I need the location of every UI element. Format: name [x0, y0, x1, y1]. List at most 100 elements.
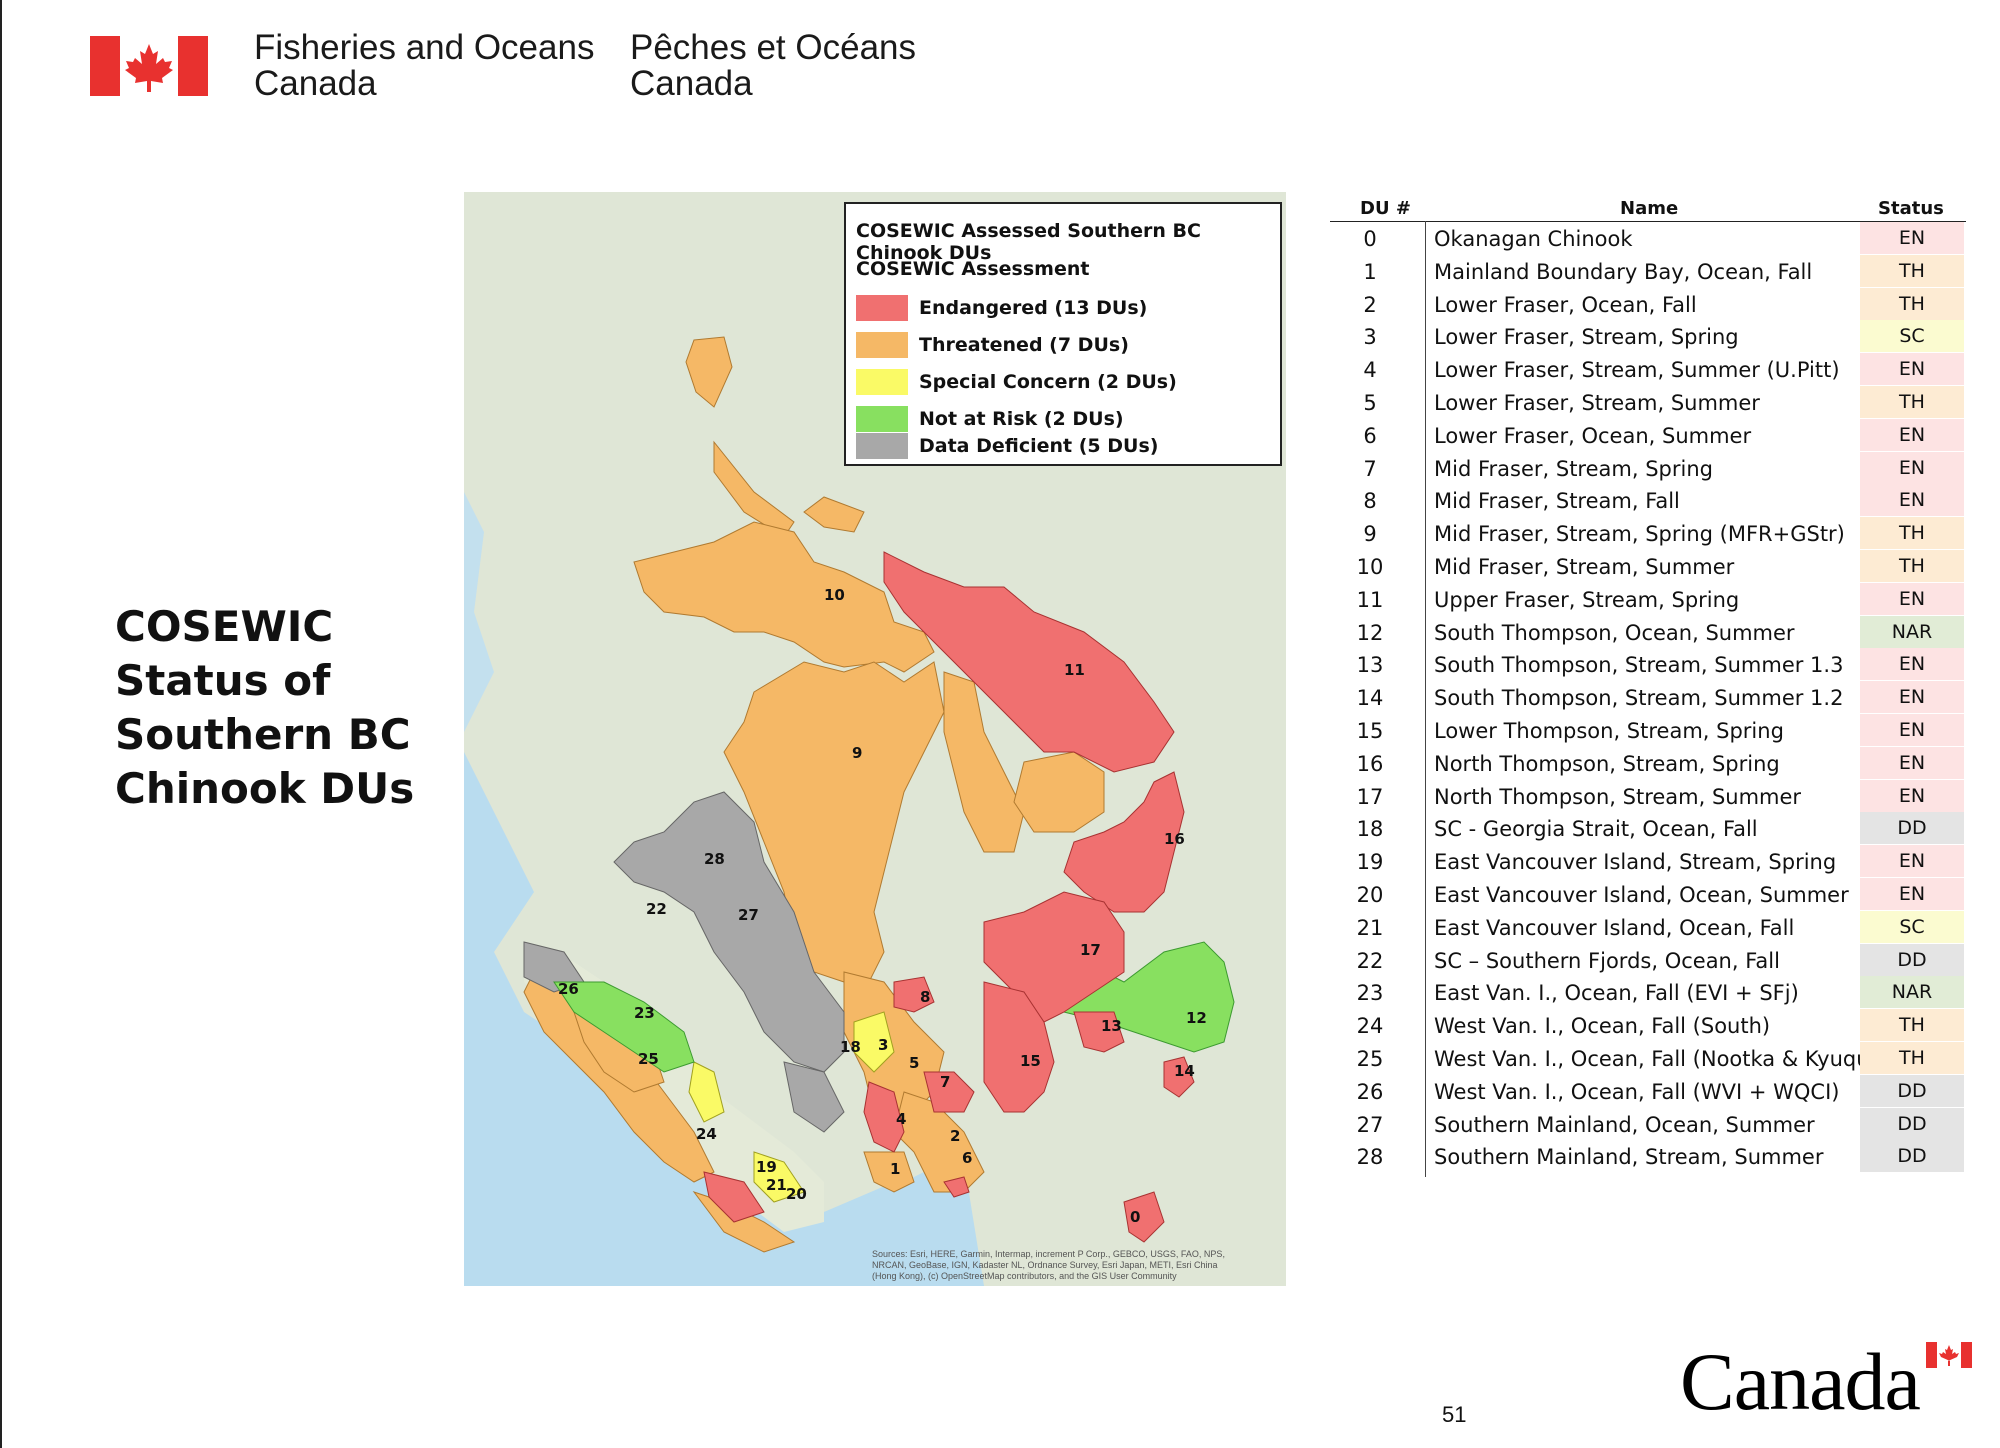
table-row: 14 South Thompson, Stream, Summer 1.2 EN — [1330, 681, 1966, 714]
table-row: 2 Lower Fraser, Ocean, Fall TH — [1330, 287, 1966, 321]
table-row: 6 Lower Fraser, Ocean, Summer EN — [1330, 418, 1966, 452]
du-polygon-11 — [883, 551, 1175, 773]
du-number-cell: 25 — [1356, 1046, 1384, 1071]
table-row: 3 Lower Fraser, Stream, Spring SC — [1330, 320, 1966, 353]
du-status-cell: EN — [1860, 648, 1964, 681]
du-name-cell: Okanagan Chinook — [1434, 227, 1633, 251]
du-name-cell: Upper Fraser, Stream, Spring — [1434, 587, 1740, 612]
du-name-cell: Lower Fraser, Ocean, Fall — [1434, 292, 1697, 317]
du-label-layer: 10 11 9 16 28 22 27 17 26 23 8 18 3 5 13… — [558, 586, 1207, 1226]
header-name: Name — [1620, 198, 1679, 219]
du-number-cell: 22 — [1356, 948, 1384, 973]
du-label: 6 — [962, 1149, 972, 1167]
du-label: 17 — [1080, 941, 1101, 959]
du-label: 23 — [634, 1004, 655, 1022]
du-polygon-north — [685, 336, 733, 408]
du-status-cell: DD — [1860, 1074, 1964, 1107]
ocean-area — [464, 752, 984, 1286]
du-name-cell: Mid Fraser, Stream, Fall — [1434, 489, 1680, 514]
du-label: 16 — [1164, 830, 1185, 848]
du-name-cell: South Thompson, Stream, Summer 1.3 — [1434, 653, 1844, 678]
du-polygon-17 — [983, 891, 1125, 1023]
du-name-cell: Lower Fraser, Stream, Summer — [1434, 390, 1760, 415]
du-polygon-9b — [943, 671, 1025, 853]
legend-item-not-at-risk: Not at Risk (2 DUs) — [856, 405, 1124, 433]
du-polygon-7 — [923, 1071, 975, 1113]
du-label: 24 — [696, 1125, 717, 1143]
table-row: 18 SC - Georgia Strait, Ocean, Fall DD — [1330, 812, 1966, 845]
header-status: Status — [1878, 198, 1944, 219]
du-status-cell: SC — [1860, 910, 1964, 943]
du-polygon-14 — [1163, 1056, 1195, 1098]
du-label: 10 — [824, 586, 845, 604]
du-status-cell: EN — [1860, 484, 1964, 517]
du-number-cell: 27 — [1356, 1112, 1384, 1137]
column-separator — [1425, 221, 1426, 1177]
du-status-cell: NAR — [1860, 976, 1964, 1009]
table-row: 5 Lower Fraser, Stream, Summer TH — [1330, 385, 1966, 419]
table-row: 16 North Thompson, Stream, Spring EN — [1330, 746, 1966, 780]
du-polygon-19-20 — [703, 1171, 765, 1223]
du-name-cell: Mid Fraser, Stream, Summer — [1434, 554, 1735, 579]
du-label: 12 — [1186, 1009, 1207, 1027]
du-label: 0 — [1130, 1208, 1140, 1226]
table-body: 0 Okanagan Chinook EN 1 Mainland Boundary Ba… — [1330, 222, 1966, 1173]
du-polygon-10 — [633, 521, 935, 673]
du-name-cell: East Vancouver Island, Ocean, Summer — [1434, 882, 1849, 907]
slide-title: COSEWIC Status of Southern BC Chinook DU… — [115, 602, 415, 813]
du-label: 11 — [1064, 661, 1085, 679]
du-label: 20 — [786, 1185, 807, 1203]
du-status-cell: EN — [1860, 713, 1964, 746]
legend-subtitle: COSEWIC Assessment — [856, 258, 1090, 280]
du-label: 26 — [558, 980, 579, 998]
legend-swatch — [856, 332, 908, 358]
header-du-number: DU # — [1360, 198, 1411, 219]
du-number-cell: 14 — [1356, 686, 1384, 711]
du-label: 4 — [896, 1110, 906, 1128]
du-status-cell: EN — [1860, 746, 1964, 779]
du-number-cell: 2 — [1363, 292, 1377, 317]
du-label: 7 — [940, 1073, 950, 1091]
table-row: 27 Southern Mainland, Ocean, Summer DD — [1330, 1107, 1966, 1141]
wordmark-text: Canada — [1680, 1336, 1921, 1427]
department-name-english: Fisheries and Oceans Canada — [254, 28, 595, 103]
du-name-cell: Southern Mainland, Stream, Summer — [1434, 1145, 1824, 1170]
du-status-cell: TH — [1860, 385, 1964, 418]
table-header: DU # Name Status — [1330, 195, 1966, 221]
legend-swatch — [856, 406, 908, 432]
table-row: 15 Lower Thompson, Stream, Spring EN — [1330, 713, 1966, 747]
table-row: 22 SC – Southern Fjords, Ocean, Fall DD — [1330, 943, 1966, 977]
du-number-cell: 19 — [1356, 850, 1384, 875]
legend-label: Threatened (7 DUs) — [919, 334, 1129, 356]
table-row: 26 West Van. I., Ocean, Fall (WVI + WQCI)… — [1330, 1074, 1966, 1108]
table-row: 20 East Vancouver Island, Ocean, Summer EN — [1330, 877, 1966, 911]
du-number-cell: 7 — [1363, 456, 1377, 481]
table-row: 17 North Thompson, Stream, Summer EN — [1330, 779, 1966, 813]
coastal-water — [464, 492, 494, 732]
legend-label: Not at Risk (2 DUs) — [919, 408, 1124, 430]
legend-label: Special Concern (2 DUs) — [919, 371, 1177, 393]
du-label: 8 — [920, 988, 930, 1006]
du-status-cell: DD — [1860, 812, 1964, 845]
table-row: 28 Southern Mainland, Stream, Summer DD — [1330, 1140, 1966, 1173]
du-name-cell: Lower Fraser, Ocean, Summer — [1434, 423, 1752, 448]
du-name-cell: North Thompson, Stream, Summer — [1434, 784, 1802, 809]
header-rule — [1330, 221, 1966, 222]
du-number-cell: 21 — [1356, 915, 1384, 940]
du-label: 22 — [646, 900, 667, 918]
du-status-cell: EN — [1860, 582, 1964, 615]
du-number-cell: 8 — [1363, 489, 1377, 514]
du-number-cell: 26 — [1356, 1079, 1384, 1104]
du-number-cell: 10 — [1356, 554, 1384, 579]
table-row: 24 West Van. I., Ocean, Fall (South) TH — [1330, 1009, 1966, 1042]
du-name-cell: East Vancouver Island, Ocean, Fall — [1434, 915, 1795, 940]
table-row: 9 Mid Fraser, Stream, Spring (MFR+GStr) TH — [1330, 517, 1966, 550]
table-row: 11 Upper Fraser, Stream, Spring EN — [1330, 582, 1966, 616]
du-name-cell: SC - Georgia Strait, Ocean, Fall — [1434, 817, 1758, 842]
slide-left-border — [0, 0, 2, 1448]
du-number-cell: 1 — [1363, 259, 1377, 284]
du-status-cell: EN — [1860, 877, 1964, 910]
du-polygon-13 — [1073, 1011, 1125, 1053]
du-name-cell: Southern Mainland, Ocean, Summer — [1434, 1112, 1815, 1137]
legend-item-threatened: Threatened (7 DUs) — [856, 331, 1129, 359]
